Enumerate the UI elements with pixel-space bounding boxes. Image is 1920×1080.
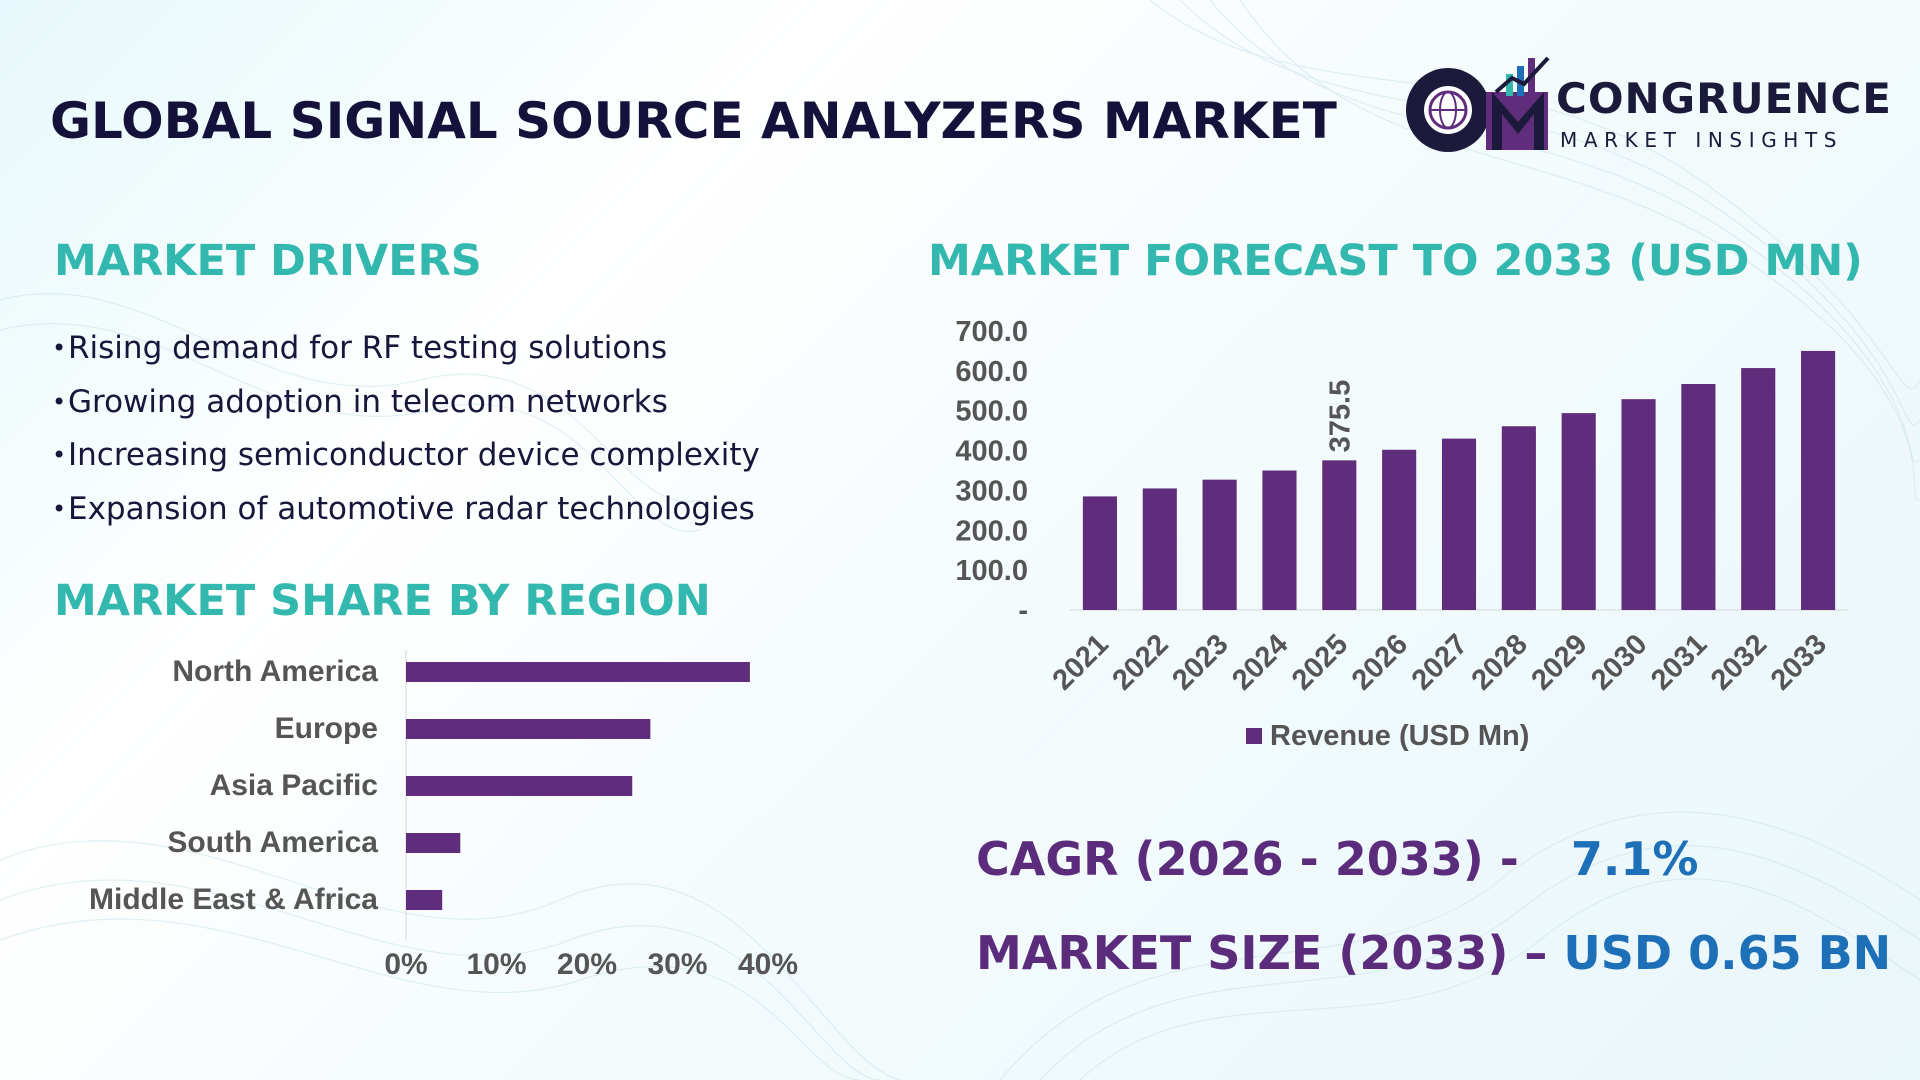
forecast-bar — [1322, 460, 1357, 610]
forecast-y-tick: 400.0 — [955, 436, 1028, 468]
congruence-logo-icon — [1406, 56, 1550, 152]
region-label: North America — [172, 655, 378, 688]
region-label: Asia Pacific — [210, 769, 378, 802]
forecast-x-tick: 2025 — [1286, 628, 1354, 696]
forecast-x-tick: 2032 — [1705, 628, 1773, 696]
region-x-tick: 30% — [647, 948, 707, 981]
region-bar — [406, 890, 443, 910]
forecast-y-tick: 600.0 — [955, 356, 1028, 388]
forecast-x-tick: 2027 — [1406, 628, 1474, 696]
region-label: South America — [167, 826, 378, 859]
market-share-title: MARKET SHARE BY REGION — [54, 576, 711, 626]
forecast-bar — [1382, 449, 1417, 610]
forecast-x-tick: 2033 — [1765, 628, 1833, 696]
region-x-tick: 10% — [466, 948, 526, 981]
region-x-tick: 0% — [384, 948, 427, 981]
driver-text: Growing adoption in telecom networks — [68, 383, 668, 420]
forecast-y-tick: 300.0 — [955, 475, 1028, 507]
driver-item: •Increasing semiconductor device complex… — [52, 429, 760, 483]
forecast-x-tick: 2026 — [1346, 628, 1414, 696]
driver-item: •Expansion of automotive radar technolog… — [52, 483, 760, 537]
forecast-bar — [1801, 350, 1836, 610]
forecast-bar — [1681, 384, 1716, 610]
forecast-bar — [1441, 438, 1477, 610]
region-bar — [406, 776, 633, 796]
driver-text: Increasing semiconductor device complexi… — [68, 437, 760, 473]
forecast-bar — [1262, 470, 1297, 610]
forecast-x-tick: 2030 — [1585, 628, 1653, 696]
cagr-value: 7.1% — [1570, 832, 1699, 886]
forecast-y-tick: 500.0 — [955, 396, 1028, 428]
market-size-value: USD 0.65 BN — [1563, 926, 1892, 980]
cagr-stat: CAGR (2026 - 2033) - 7.1% — [976, 832, 1698, 886]
forecast-x-tick: 2023 — [1166, 628, 1234, 696]
market-size-stat: MARKET SIZE (2033) – USD 0.65 BN — [976, 926, 1891, 980]
region-bar — [406, 833, 461, 853]
region-bar — [406, 662, 750, 682]
forecast-x-tick: 2024 — [1226, 628, 1294, 696]
market-size-label: MARKET SIZE (2033) – — [976, 926, 1548, 980]
driver-item: •Growing adoption in telecom networks — [52, 376, 760, 430]
forecast-bar — [1621, 399, 1656, 610]
region-label: Middle East & Africa — [89, 883, 378, 916]
forecast-x-tick: 2029 — [1525, 628, 1593, 696]
forecast-x-tick: 2022 — [1106, 628, 1174, 696]
forecast-y-tick: - — [1018, 595, 1028, 627]
region-x-tick: 20% — [557, 948, 617, 981]
forecast-y-tick: 700.0 — [955, 316, 1028, 348]
bullet-icon: • — [52, 441, 67, 469]
market-forecast-title: MARKET FORECAST TO 2033 (USD MN) — [928, 236, 1863, 286]
bullet-icon: • — [52, 494, 67, 523]
driver-item: •Rising demand for RF testing solutions — [52, 322, 760, 376]
forecast-bar — [1082, 496, 1117, 610]
main-title: GLOBAL SIGNAL SOURCE ANALYZERS MARKET — [50, 92, 1337, 150]
driver-text: Rising demand for RF testing solutions — [68, 330, 668, 366]
driver-text: Expansion of automotive radar technologi… — [68, 490, 755, 527]
bullet-icon: • — [52, 387, 67, 416]
forecast-data-label: 375.5 — [1324, 380, 1356, 453]
forecast-x-tick: 2028 — [1466, 628, 1534, 696]
drivers-list: •Rising demand for RF testing solutions … — [52, 322, 760, 536]
forecast-x-tick: 2031 — [1645, 628, 1713, 696]
forecast-bar — [1501, 426, 1536, 610]
forecast-y-tick: 200.0 — [955, 515, 1028, 547]
forecast-y-tick: 100.0 — [955, 555, 1028, 587]
legend-label: Revenue (USD Mn) — [1270, 720, 1529, 752]
region-x-tick: 40% — [738, 948, 798, 981]
forecast-bar — [1561, 413, 1596, 610]
forecast-bar — [1142, 488, 1177, 610]
region-bar-chart: North America Europe Asia Pacific South Ame… — [89, 650, 798, 981]
cagr-label: CAGR (2026 - 2033) - — [976, 832, 1519, 886]
logo-subtitle: MARKET INSIGHTS — [1560, 128, 1844, 152]
region-label: Europe — [275, 712, 378, 745]
region-bar — [406, 719, 651, 739]
bullet-icon: • — [52, 334, 67, 362]
forecast-bar — [1202, 479, 1237, 610]
legend-swatch — [1246, 728, 1262, 744]
forecast-bar — [1741, 368, 1776, 610]
forecast-bar-chart: - 100.0 200.0 300.0 400.0 500.0 600.0 700.0 2021… — [955, 316, 1848, 752]
logo-wordmark: CONGRUENCE — [1556, 74, 1892, 123]
market-drivers-title: MARKET DRIVERS — [54, 236, 482, 286]
forecast-x-tick: 2021 — [1047, 628, 1115, 696]
